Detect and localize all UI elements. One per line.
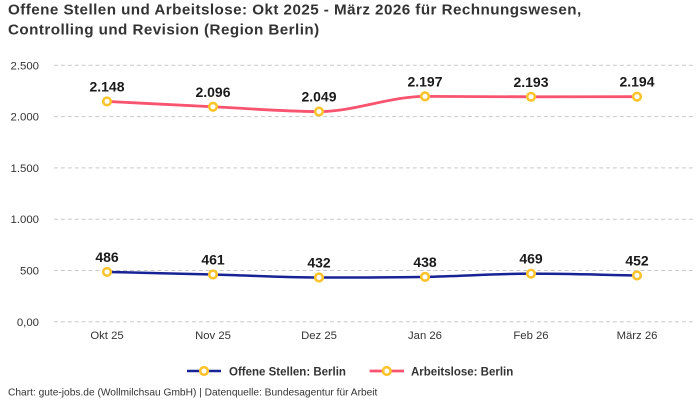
- svg-text:Chart: gute-jobs.de (Wollmilch: Chart: gute-jobs.de (Wollmilchsau GmbH) …: [8, 388, 378, 399]
- svg-text:Offene Stellen und Arbeitslose: Offene Stellen und Arbeitslose: Okt 2025…: [8, 2, 582, 19]
- svg-text:2.193: 2.193: [513, 74, 548, 90]
- svg-text:Controlling und Revision (Regi: Controlling und Revision (Region Berlin): [8, 22, 320, 39]
- svg-text:461: 461: [201, 252, 225, 268]
- svg-text:500: 500: [20, 266, 39, 278]
- svg-text:0,00: 0,00: [17, 317, 39, 329]
- svg-text:2.049: 2.049: [301, 89, 336, 105]
- svg-text:Jan 26: Jan 26: [408, 330, 442, 342]
- svg-text:2.500: 2.500: [10, 60, 39, 72]
- svg-text:432: 432: [307, 255, 331, 271]
- svg-text:Nov 25: Nov 25: [195, 330, 231, 342]
- svg-text:Okt 25: Okt 25: [90, 330, 123, 342]
- svg-text:2.096: 2.096: [195, 84, 230, 100]
- svg-text:1.500: 1.500: [10, 163, 39, 175]
- svg-text:1.000: 1.000: [10, 214, 39, 226]
- svg-text:Dez 25: Dez 25: [301, 330, 337, 342]
- svg-text:März 26: März 26: [617, 330, 658, 342]
- svg-text:Offene Stellen: Berlin: Offene Stellen: Berlin: [229, 366, 346, 378]
- svg-text:2.148: 2.148: [89, 78, 124, 94]
- svg-text:469: 469: [519, 251, 543, 267]
- svg-text:2.197: 2.197: [407, 73, 442, 89]
- svg-text:438: 438: [413, 254, 437, 270]
- svg-text:Feb 26: Feb 26: [513, 330, 548, 342]
- svg-text:2.194: 2.194: [619, 74, 654, 90]
- svg-text:486: 486: [95, 249, 119, 265]
- svg-text:Arbeitslose: Berlin: Arbeitslose: Berlin: [411, 366, 513, 378]
- svg-text:2.000: 2.000: [10, 112, 39, 124]
- svg-text:452: 452: [625, 252, 649, 268]
